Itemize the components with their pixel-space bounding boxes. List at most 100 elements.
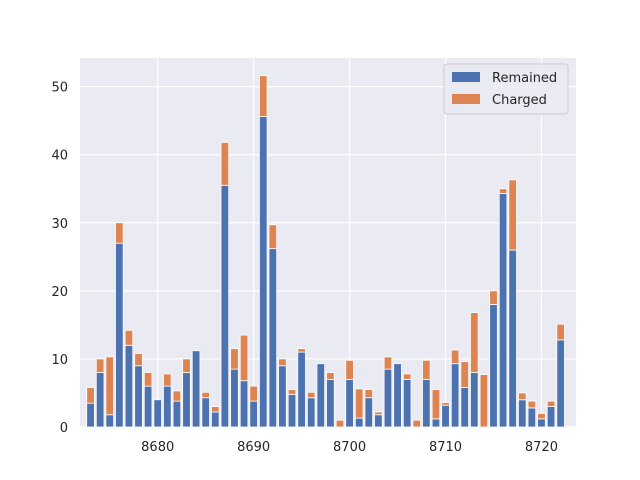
- bar-remained: [95, 372, 105, 428]
- bar-remained: [211, 411, 220, 428]
- bar-remained: [518, 399, 527, 428]
- bar-remained: [431, 418, 441, 428]
- y-tick-label: 30: [51, 217, 68, 232]
- bar-remained: [383, 368, 393, 428]
- bar-remained: [201, 397, 210, 428]
- bar-charged: [211, 406, 220, 413]
- x-tick-label: 8720: [525, 440, 558, 455]
- bars: [86, 75, 565, 428]
- bar-remained: [364, 397, 374, 428]
- bar-charged: [220, 142, 230, 186]
- bar-charged: [268, 224, 278, 250]
- bar-remained: [134, 365, 143, 428]
- bar-charged: [364, 389, 374, 399]
- bar-remained: [259, 116, 268, 428]
- bar-charged: [163, 373, 172, 387]
- bar-remained: [527, 407, 537, 428]
- bar-remained: [316, 363, 326, 428]
- x-tick-label: 8700: [333, 440, 366, 455]
- bar-remained: [124, 344, 134, 428]
- bar-charged: [354, 388, 364, 419]
- bar-charged: [201, 391, 210, 399]
- bar-remained: [345, 378, 354, 428]
- bar-charged: [249, 385, 258, 402]
- bar-charged: [124, 329, 134, 346]
- bar-charged: [86, 387, 95, 404]
- bar-remained: [508, 249, 517, 428]
- bar-remained: [115, 242, 124, 428]
- bar-remained: [249, 400, 258, 428]
- bar-remained: [172, 400, 182, 428]
- bar-remained: [182, 372, 191, 428]
- bar-remained: [163, 385, 172, 428]
- bar-remained: [374, 414, 383, 428]
- bar-charged: [527, 400, 537, 409]
- bar-charged: [556, 323, 565, 341]
- bar-remained: [441, 404, 450, 428]
- bar-remained: [105, 414, 114, 428]
- bar-charged: [412, 419, 421, 428]
- bar-charged: [470, 312, 479, 373]
- bar-remained: [153, 399, 162, 428]
- x-tick-label: 8710: [429, 440, 462, 455]
- x-axis-ticks: 8680 8690 8700 8710 8720: [141, 440, 558, 455]
- bar-charged: [479, 374, 489, 428]
- bar-remained: [326, 378, 335, 428]
- bar-charged: [450, 349, 460, 365]
- bar-charged: [326, 372, 335, 380]
- legend-swatch-charged: [452, 94, 480, 104]
- bar-charged: [306, 391, 316, 399]
- bar-remained: [230, 368, 239, 428]
- bar-remained: [143, 385, 153, 428]
- bar-charged: [105, 356, 114, 416]
- bar-charged: [546, 400, 556, 407]
- x-tick-label: 8690: [237, 440, 270, 455]
- bar-remained: [287, 393, 297, 428]
- bar-remained: [239, 380, 249, 428]
- bar-remained: [393, 363, 402, 428]
- y-tick-label: 0: [60, 421, 68, 436]
- bar-charged: [95, 358, 105, 373]
- bar-remained: [450, 363, 460, 428]
- bar-charged: [383, 356, 393, 370]
- bar-remained: [354, 417, 364, 428]
- bar-charged: [297, 348, 306, 353]
- bar-remained: [422, 378, 431, 428]
- bar-charged: [134, 353, 143, 367]
- bar-charged: [422, 359, 431, 380]
- bar-charged: [537, 412, 546, 420]
- bar-charged: [278, 358, 287, 367]
- legend-label-charged: Charged: [492, 93, 547, 108]
- y-tick-label: 20: [51, 285, 68, 300]
- y-tick-label: 50: [51, 81, 68, 96]
- bar-remained: [297, 351, 306, 428]
- bar-charged: [172, 390, 182, 402]
- bar-charged: [431, 389, 441, 420]
- bar-charged: [287, 389, 297, 395]
- legend-swatch-remained: [452, 72, 480, 82]
- bar-charged: [115, 222, 124, 244]
- bar-charged: [441, 402, 450, 406]
- legend: Remained Charged: [443, 63, 569, 115]
- bar-remained: [460, 387, 469, 428]
- y-tick-label: 40: [51, 149, 68, 164]
- bar-charged: [460, 361, 469, 388]
- bar-charged: [498, 188, 508, 194]
- legend-label-remained: Remained: [492, 71, 557, 86]
- bar-charged: [508, 179, 517, 251]
- bar-remained: [191, 350, 201, 428]
- y-tick-label: 10: [51, 353, 68, 368]
- bar-remained: [546, 406, 556, 428]
- bar-charged: [335, 419, 345, 428]
- bar-remained: [498, 193, 508, 428]
- bar-charged: [402, 373, 412, 380]
- bar-remained: [86, 402, 95, 428]
- bar-charged: [259, 75, 268, 117]
- bar-charged: [230, 348, 239, 370]
- bar-charged: [489, 290, 498, 305]
- bar-charged: [518, 392, 527, 401]
- bar-charged: [143, 372, 153, 387]
- x-tick-label: 8680: [141, 440, 174, 455]
- bar-charged: [239, 334, 249, 382]
